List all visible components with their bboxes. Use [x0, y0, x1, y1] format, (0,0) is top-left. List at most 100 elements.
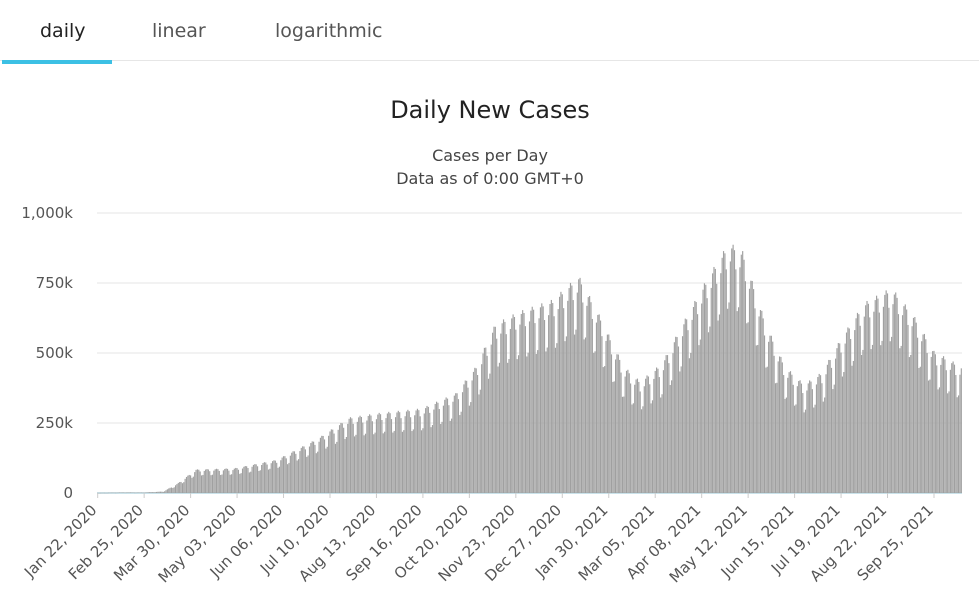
bar: [717, 320, 719, 493]
bar: [299, 451, 301, 493]
bar: [420, 430, 423, 493]
bar: [429, 412, 431, 493]
bar: [584, 337, 587, 493]
bar: [431, 425, 434, 493]
bar: [854, 330, 856, 493]
bar: [937, 389, 939, 493]
bar: [336, 441, 338, 493]
bar: [433, 409, 435, 493]
bar: [345, 436, 347, 493]
bar: [459, 415, 461, 493]
bar: [781, 362, 783, 493]
bar: [859, 325, 861, 493]
bar: [183, 482, 185, 493]
bar: [528, 321, 531, 493]
bar: [863, 316, 865, 493]
bar: [835, 358, 837, 493]
bar: [472, 371, 475, 493]
bar: [396, 412, 398, 493]
bar: [788, 372, 790, 493]
bar: [457, 399, 460, 493]
bar: [610, 354, 613, 493]
bar: [263, 462, 265, 493]
bar: [778, 356, 781, 493]
bar: [157, 491, 159, 493]
bar: [636, 378, 639, 493]
bar: [501, 323, 503, 493]
bar: [485, 347, 487, 493]
bar: [270, 463, 272, 493]
bar: [308, 446, 311, 493]
tab-logarithmic[interactable]: logarithmic: [275, 20, 383, 42]
bar: [761, 310, 763, 493]
bar: [649, 384, 651, 493]
bar: [434, 403, 436, 493]
bar: [401, 431, 403, 493]
bar: [228, 470, 230, 493]
bar: [765, 367, 767, 493]
bar: [561, 294, 563, 493]
bar: [713, 266, 715, 493]
bar: [732, 244, 734, 493]
bar: [218, 470, 220, 493]
bar: [487, 378, 490, 493]
bar: [300, 447, 302, 493]
bar: [340, 422, 342, 493]
bar: [830, 367, 833, 493]
bar: [646, 375, 648, 493]
bar: [318, 441, 320, 493]
bar: [560, 291, 562, 493]
bar: [330, 429, 332, 493]
bar: [739, 267, 741, 493]
bar: [810, 381, 812, 493]
bar: [150, 492, 152, 493]
bar: [184, 478, 186, 493]
bar: [109, 492, 111, 494]
bar: [871, 344, 874, 493]
bar: [568, 288, 570, 493]
bar: [744, 281, 746, 493]
bar: [710, 287, 712, 493]
bar: [297, 459, 300, 493]
bar: [381, 420, 383, 493]
bar: [390, 419, 393, 493]
bar: [110, 492, 112, 494]
bar: [684, 318, 686, 493]
bar: [631, 404, 633, 493]
bar: [180, 481, 182, 493]
bar: [426, 405, 428, 493]
bar: [531, 306, 533, 493]
bar: [348, 418, 350, 493]
bar: [516, 359, 518, 493]
bar: [414, 415, 416, 493]
bar: [117, 492, 119, 494]
bar: [307, 455, 309, 493]
bar: [699, 339, 701, 493]
bar: [735, 269, 737, 493]
bar: [285, 458, 287, 493]
bar: [755, 345, 757, 493]
bar: [349, 417, 352, 493]
bar: [200, 475, 203, 493]
bar: [635, 379, 637, 493]
tab-daily[interactable]: daily: [40, 20, 86, 42]
tab-linear[interactable]: linear: [152, 20, 206, 42]
bar: [595, 322, 598, 493]
bar: [754, 308, 756, 493]
bar: [482, 353, 484, 493]
bar: [725, 269, 727, 493]
bar: [304, 449, 306, 493]
bar: [319, 437, 322, 493]
bar: [203, 470, 205, 493]
bar: [265, 462, 267, 493]
bar: [914, 317, 916, 493]
bar: [654, 370, 656, 493]
bar: [410, 417, 412, 493]
bar: [918, 368, 920, 493]
bar: [543, 320, 546, 493]
bar: [321, 435, 323, 493]
bar: [776, 382, 778, 493]
bar: [806, 390, 808, 493]
bar: [405, 411, 408, 493]
